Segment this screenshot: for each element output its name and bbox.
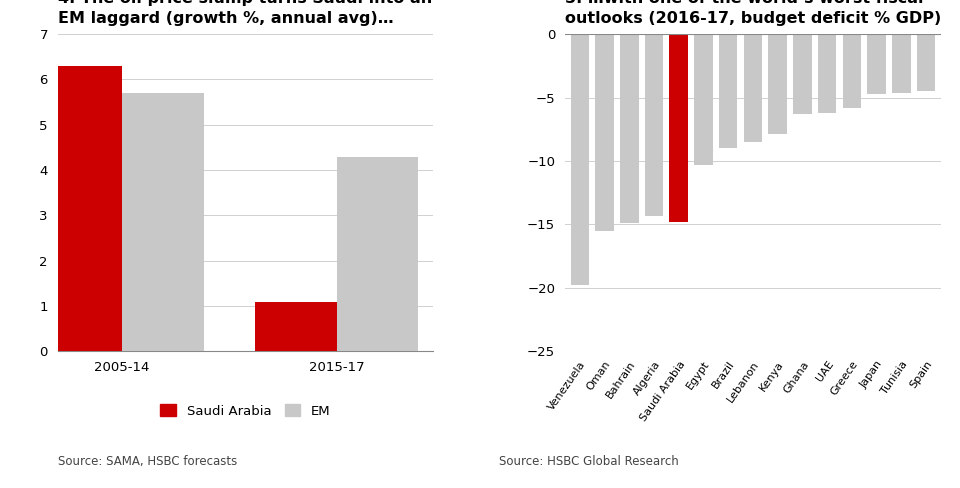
Bar <box>337 157 419 351</box>
Bar <box>719 34 737 148</box>
Text: 5. …with one of the world’s worst fiscal
outlooks (2016-17, budget deficit % GDP: 5. …with one of the world’s worst fiscal… <box>565 0 941 26</box>
Bar <box>768 34 787 134</box>
Bar <box>669 34 688 222</box>
Text: Source: HSBC Global Research: Source: HSBC Global Research <box>499 455 679 468</box>
Bar <box>40 66 122 351</box>
Bar <box>694 34 712 165</box>
Bar <box>818 34 836 113</box>
Bar <box>917 34 935 91</box>
Bar <box>744 34 762 142</box>
Text: Source: SAMA, HSBC forecasts: Source: SAMA, HSBC forecasts <box>58 455 237 468</box>
Bar <box>892 34 910 93</box>
Bar <box>843 34 861 108</box>
Bar <box>595 34 613 231</box>
Bar <box>122 93 204 351</box>
Bar <box>645 34 663 216</box>
Bar <box>867 34 886 94</box>
Bar <box>793 34 811 114</box>
Text: 4. The oil price slump turns Saudi into an
EM laggard (growth %, annual avg)…: 4. The oil price slump turns Saudi into … <box>58 0 432 26</box>
Bar <box>570 34 589 285</box>
Legend: Saudi Arabia, EM: Saudi Arabia, EM <box>156 399 336 423</box>
Bar <box>620 34 638 223</box>
Bar <box>255 302 337 351</box>
